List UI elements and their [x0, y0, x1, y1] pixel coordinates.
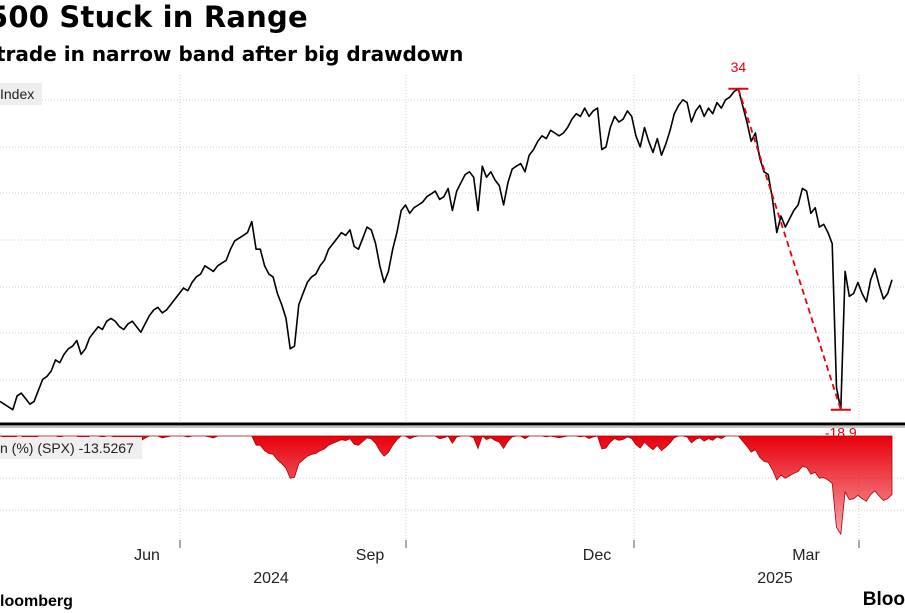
- peak-label: 34: [731, 59, 747, 75]
- x-tick-label: Mar: [792, 547, 820, 564]
- drawdown-annotation: 34 -18.9: [728, 59, 857, 441]
- source-right: Bloo: [862, 589, 905, 610]
- x-year-label: 2025: [757, 570, 793, 587]
- source-left: loomberg: [0, 593, 73, 610]
- index-series-line: [0, 88, 893, 411]
- drawdown-series-area: [0, 435, 893, 536]
- top-legend: Index: [0, 83, 43, 105]
- x-year-label: 2024: [253, 570, 289, 587]
- x-tick-label: Jun: [134, 547, 160, 564]
- chart-subtitle: trade in narrow band after big drawdown: [0, 42, 464, 66]
- bottom-legend: n (%) (SPX) -13.5267: [0, 437, 142, 459]
- drawdown-connector: [737, 88, 842, 410]
- top-gridlines: [0, 75, 905, 422]
- index-line: [0, 88, 893, 411]
- x-axis: Jun Sep Dec Mar 2024 2025: [134, 540, 860, 587]
- chart-title: 500 Stuck in Range: [0, 0, 308, 34]
- trough-label: -18.9: [825, 425, 857, 441]
- drawdown-area: [0, 435, 893, 536]
- x-tick-label: Sep: [356, 547, 385, 564]
- x-tick-label: Dec: [583, 547, 611, 564]
